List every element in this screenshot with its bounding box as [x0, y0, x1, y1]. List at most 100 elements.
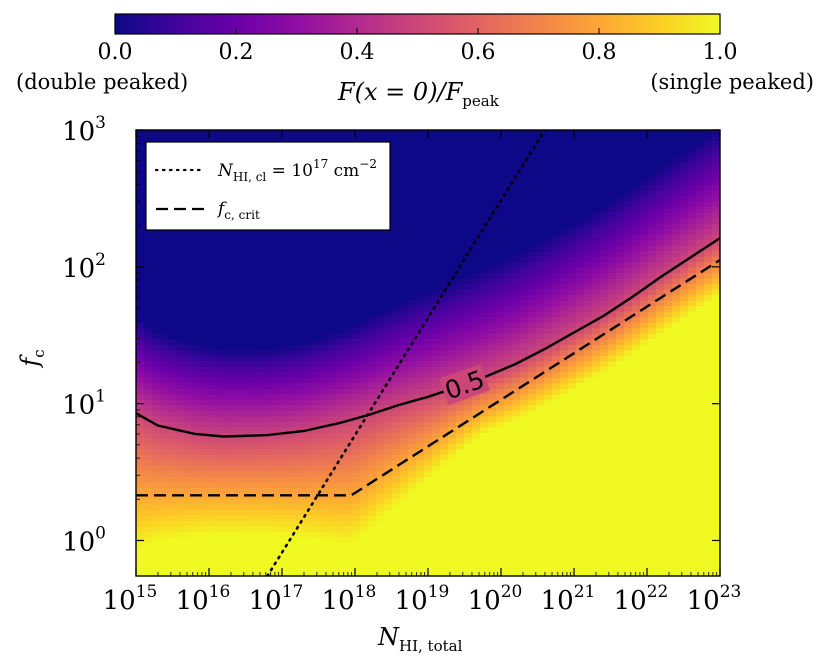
heatmap-cell [496, 163, 505, 170]
heatmap-cell [648, 317, 657, 324]
heatmap-cell [280, 289, 289, 296]
heatmap-cell [568, 476, 577, 483]
heatmap-cell [648, 152, 657, 159]
heatmap-cell [608, 256, 617, 263]
heatmap-cell [200, 449, 209, 456]
heatmap-cell [216, 229, 225, 236]
heatmap-cell [600, 399, 609, 406]
heatmap-cell [632, 190, 641, 197]
heatmap-cell [216, 317, 225, 324]
heatmap-cell [672, 234, 681, 241]
heatmap-cell [608, 438, 617, 445]
heatmap-cell [616, 152, 625, 159]
heatmap-cell [304, 421, 313, 428]
heatmap-cell [696, 388, 705, 395]
heatmap-cell [232, 240, 241, 247]
heatmap-cell [536, 135, 545, 142]
heatmap-cell [184, 328, 193, 335]
heatmap-cell [272, 355, 281, 362]
heatmap-cell [688, 432, 697, 439]
heatmap-cell [280, 306, 289, 313]
heatmap-cell [408, 322, 417, 329]
heatmap-cell [656, 212, 665, 219]
heatmap-cell [472, 245, 481, 252]
heatmap-cell [504, 289, 513, 296]
heatmap-cell [664, 130, 673, 137]
heatmap-cell [696, 421, 705, 428]
heatmap-cell [600, 421, 609, 428]
heatmap-cell [448, 179, 457, 186]
heatmap-cell [344, 339, 353, 346]
heatmap-cell [136, 190, 145, 197]
heatmap-cell [680, 487, 689, 495]
heatmap-cell [312, 306, 321, 313]
heatmap-cell [160, 355, 169, 362]
heatmap-cell [416, 273, 425, 280]
heatmap-cell [144, 394, 153, 401]
heatmap-cell [688, 421, 697, 428]
heatmap-cell [680, 328, 689, 335]
heatmap-cell [232, 344, 241, 351]
heatmap-cell [472, 207, 481, 214]
heatmap-cell [312, 394, 321, 401]
heatmap-cell [712, 388, 720, 395]
heatmap-cell [704, 223, 713, 230]
heatmap-cell [184, 432, 193, 439]
heatmap-cell [320, 399, 329, 406]
heatmap-cell [632, 449, 641, 456]
heatmap-cell [256, 498, 265, 506]
heatmap-cell [624, 344, 633, 351]
heatmap-cell [240, 498, 249, 506]
heatmap-cell [464, 317, 473, 324]
heatmap-cell [200, 306, 209, 313]
heatmap-cell [640, 460, 649, 467]
heatmap-cell [464, 284, 473, 291]
heatmap-cell [488, 421, 497, 428]
heatmap-cell [608, 190, 617, 197]
heatmap-cell [552, 355, 561, 362]
heatmap-cell [216, 278, 225, 285]
heatmap-cell [616, 218, 625, 225]
heatmap-cell [656, 185, 665, 192]
heatmap-cell [392, 223, 401, 230]
heatmap-cell [248, 289, 257, 296]
heatmap-cell [384, 251, 393, 258]
heatmap-cell [608, 218, 617, 225]
heatmap-cell [248, 405, 257, 412]
heatmap-cell [640, 190, 649, 197]
heatmap-cell [336, 267, 345, 274]
heatmap-cell [400, 443, 409, 450]
heatmap-cell [488, 223, 497, 230]
heatmap-cell [344, 394, 353, 401]
heatmap-cell [184, 493, 193, 500]
heatmap-cell [616, 240, 625, 247]
heatmap-cell [424, 267, 433, 274]
heatmap-cell [136, 476, 145, 483]
heatmap-cell [472, 295, 481, 302]
heatmap-cell [704, 399, 713, 406]
heatmap-cell [376, 344, 385, 351]
heatmap-cell [256, 262, 265, 269]
heatmap-cell [360, 289, 369, 296]
heatmap-cell [480, 344, 489, 351]
heatmap-cell [224, 306, 233, 313]
heatmap-cell [408, 196, 417, 203]
heatmap-cell [504, 146, 513, 153]
heatmap-cell [392, 256, 401, 263]
heatmap-cell [488, 476, 497, 483]
heatmap-cell [264, 306, 273, 313]
heatmap-cell [336, 355, 345, 362]
heatmap-cell [688, 487, 697, 495]
heatmap-cell [216, 394, 225, 401]
heatmap-cell [496, 295, 505, 302]
heatmap-cell [664, 427, 673, 434]
heatmap-cell [608, 317, 617, 324]
heatmap-cell [288, 328, 297, 335]
heatmap-cell [472, 234, 481, 241]
heatmap-cell [384, 300, 393, 307]
heatmap-cell [392, 212, 401, 219]
heatmap-cell [232, 135, 241, 142]
heatmap-cell [552, 278, 561, 285]
heatmap-cell [272, 410, 281, 417]
heatmap-cell [656, 267, 665, 274]
